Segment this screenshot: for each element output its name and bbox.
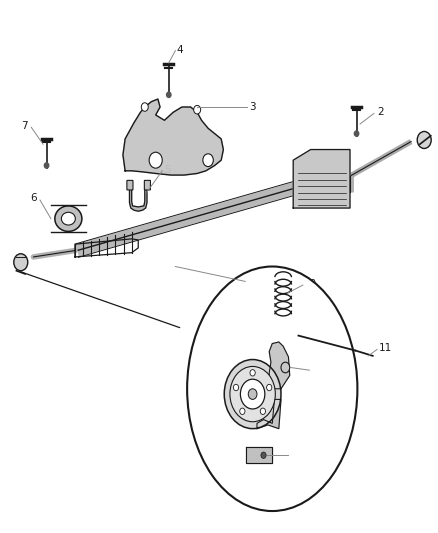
Polygon shape [257,399,281,429]
Circle shape [203,154,213,166]
Circle shape [14,254,28,271]
Ellipse shape [187,266,357,511]
Circle shape [166,92,171,98]
Text: 11: 11 [378,343,392,353]
FancyBboxPatch shape [145,180,150,190]
Circle shape [261,452,266,458]
Text: 2: 2 [377,107,384,117]
Circle shape [224,360,281,429]
Circle shape [250,369,255,376]
Text: 3: 3 [250,102,256,112]
Circle shape [260,408,265,415]
Text: 4: 4 [177,45,183,54]
Circle shape [149,152,162,168]
Polygon shape [269,342,290,389]
Circle shape [240,379,265,409]
Text: 9: 9 [290,450,297,460]
Circle shape [230,367,276,422]
Polygon shape [123,99,223,175]
Ellipse shape [61,212,75,225]
Circle shape [194,106,201,114]
Text: 7: 7 [21,121,28,131]
Text: 6: 6 [30,193,36,204]
Ellipse shape [55,206,82,231]
Text: 8: 8 [311,365,318,375]
FancyBboxPatch shape [127,180,133,190]
Circle shape [354,131,359,136]
Text: 10: 10 [304,279,317,288]
Circle shape [44,163,49,168]
Circle shape [141,103,148,111]
Circle shape [417,132,431,149]
Circle shape [233,384,239,391]
Polygon shape [246,447,272,463]
Polygon shape [130,188,147,211]
Polygon shape [293,150,350,208]
Circle shape [281,362,290,373]
Circle shape [248,389,257,399]
Text: 1: 1 [247,278,254,287]
Circle shape [240,408,245,415]
Text: 5: 5 [164,165,171,175]
Circle shape [267,384,272,391]
